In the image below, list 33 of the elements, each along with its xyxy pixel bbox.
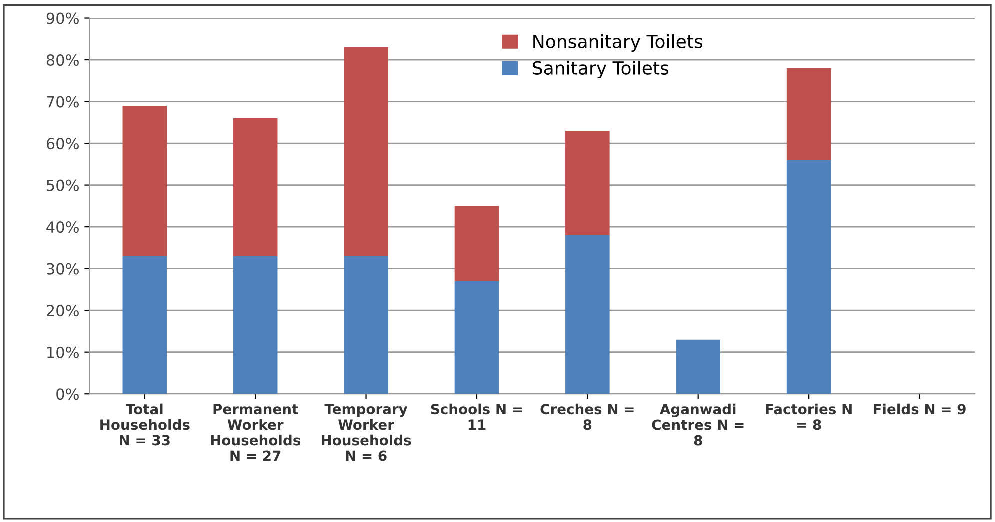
y-tick-label: 20% xyxy=(46,305,79,317)
bar xyxy=(566,235,610,394)
y-tick-label: 60% xyxy=(46,138,79,150)
bar xyxy=(344,48,388,256)
x-tick-label: Schools N = 11 xyxy=(431,404,522,430)
x-tick-label: Total Households N = 33 xyxy=(100,404,190,446)
x-tick-label: Factories N = 8 xyxy=(766,404,852,430)
bar xyxy=(786,68,832,160)
legend-label: Nonsanitary Toilets xyxy=(534,34,703,52)
y-tick-label: 50% xyxy=(47,180,79,192)
legend-label: Sanitary Toilets xyxy=(533,61,669,78)
y-tick-label: 10% xyxy=(48,346,79,358)
bar xyxy=(676,340,721,394)
x-tick-label: Temporary Worker Households N = 6 xyxy=(322,404,412,462)
bar xyxy=(122,106,168,256)
x-tick-label: Creches N = 8 xyxy=(540,404,634,430)
bar xyxy=(454,206,500,282)
bar xyxy=(122,256,168,394)
y-tick-label: 70% xyxy=(47,96,79,108)
x-tick-label: Aganwadi Centres N = 8 xyxy=(652,404,744,446)
bar xyxy=(233,118,278,256)
bar xyxy=(786,160,832,394)
x-tick-label: Fields N = 9 xyxy=(874,404,966,415)
bar xyxy=(566,131,610,236)
y-tick-label: 40% xyxy=(46,222,79,234)
y-tick-label: 0% xyxy=(56,388,79,400)
y-tick-label: 80% xyxy=(46,54,79,66)
x-tick-label: Permanent Worker Households N = 27 xyxy=(211,404,301,462)
y-tick-label: 90% xyxy=(46,12,79,24)
bar xyxy=(454,281,500,394)
bar xyxy=(233,256,278,394)
bar xyxy=(344,256,388,394)
y-tick-label: 30% xyxy=(47,263,79,275)
